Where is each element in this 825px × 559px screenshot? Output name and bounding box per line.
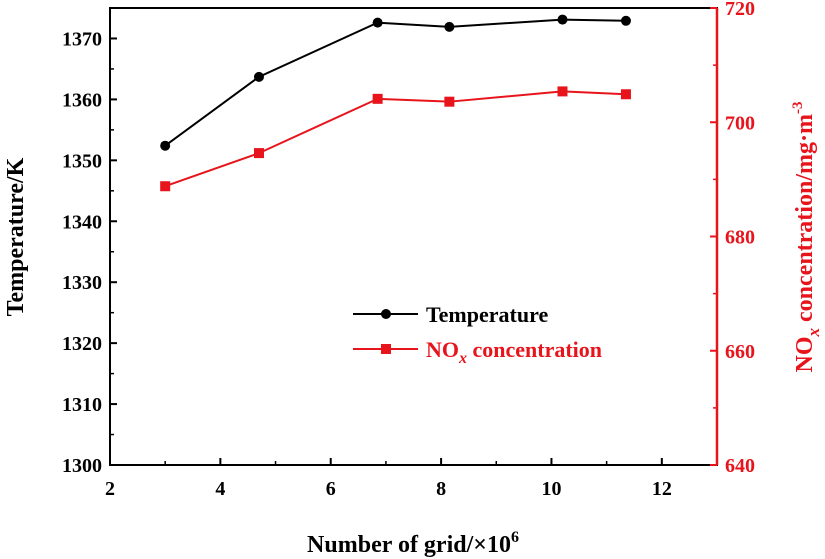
temperature-series-line: [164, 18, 626, 147]
left-axis-title: Temperature/K: [3, 157, 29, 316]
right-tick-label: 640: [725, 455, 755, 477]
right-tick-label: 680: [725, 227, 755, 249]
right-axis-title-subscript: x: [804, 327, 823, 337]
left-tick-label: 1320: [62, 333, 102, 355]
legend-nox-label: NOx concentration: [426, 337, 602, 367]
series-layer: [160, 14, 631, 192]
right-axis-title: NOx concentration/mg·m-3: [790, 102, 823, 373]
x-tick-label: 10: [541, 478, 561, 500]
left-tick-label: 1300: [62, 455, 102, 477]
temperature-point: [160, 140, 171, 151]
legend-temperature-label: Temperature: [426, 302, 548, 327]
legend-nox-marker: [381, 344, 391, 354]
x-tick-label: 8: [436, 478, 446, 500]
left-tick-label: 1310: [62, 394, 102, 416]
nox-point: [444, 96, 455, 107]
x-tick-label: 2: [105, 478, 115, 500]
temperature-point: [372, 17, 383, 28]
left-tick-label: 1340: [62, 211, 102, 233]
left-tick-label: 1360: [62, 89, 102, 111]
right-axis-title-exponent: -3: [790, 102, 806, 115]
temperature-point: [444, 21, 455, 32]
nox-point: [160, 181, 171, 192]
x-tick-label: 12: [652, 478, 672, 500]
nox-series-line: [164, 90, 626, 188]
nox-point: [557, 86, 568, 97]
legend-temperature-marker: [381, 309, 391, 319]
left-tick-label: 1330: [62, 272, 102, 294]
legend: Temperature NOx concentration: [353, 302, 602, 367]
x-tick-label: 4: [215, 478, 225, 500]
left-tick-label: 1370: [62, 28, 102, 50]
nox-point: [372, 93, 383, 104]
nox-point: [620, 89, 631, 100]
temperature-point: [620, 15, 631, 26]
temperature-point: [253, 71, 264, 82]
left-tick-label: 1350: [62, 150, 102, 172]
x-axis-title: Number of grid/×106: [307, 529, 519, 558]
plot-frame: [109, 7, 718, 466]
nox-point: [253, 148, 264, 159]
right-tick-label: 720: [725, 0, 755, 20]
left-axis-ticks: 1300 1310 1320 1330 1340 1350 1360 1370: [62, 28, 117, 477]
x-axis-title-exponent: 6: [511, 529, 519, 546]
x-axis-ticks: 2 4 6 8 10 12: [105, 458, 672, 500]
x-tick-label: 6: [326, 478, 336, 500]
legend-nox-subscript: x: [458, 350, 467, 367]
right-tick-label: 700: [725, 112, 755, 134]
right-tick-label: 660: [725, 341, 755, 363]
right-axis-ticks: 640 660 680 700 720: [710, 0, 755, 477]
temperature-point: [557, 14, 568, 25]
